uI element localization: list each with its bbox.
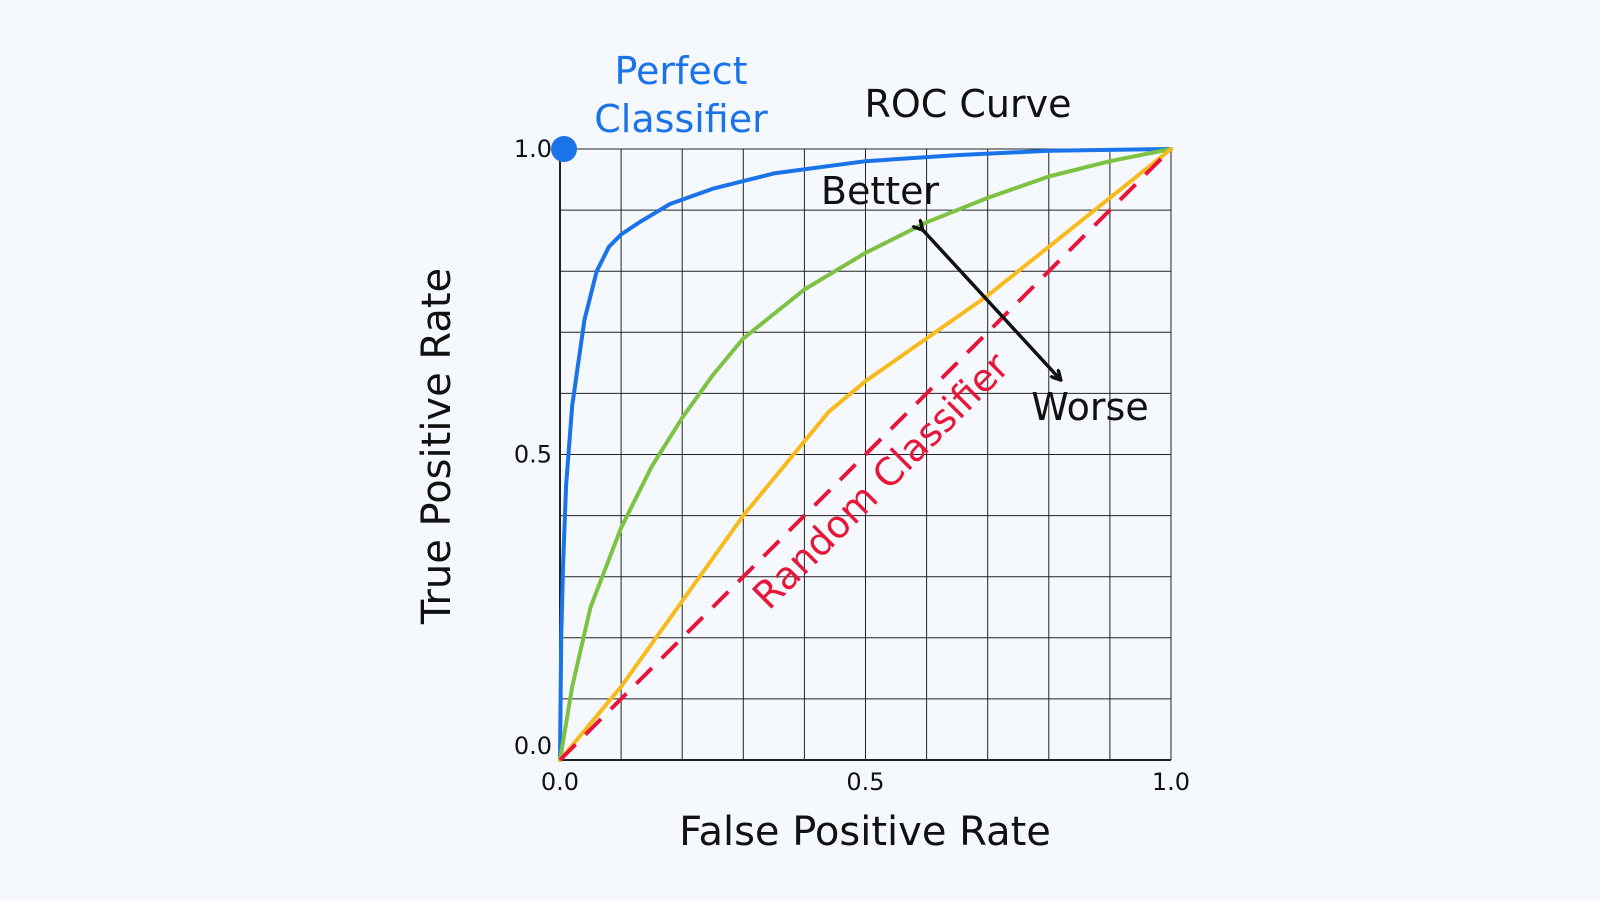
series-line-2: [558, 147, 1173, 762]
x-tick-label: 0.5: [846, 768, 884, 796]
x-tick-label: 1.0: [1152, 768, 1190, 796]
x-axis-title: False Positive Rate: [679, 809, 1051, 855]
series-line-1: [558, 147, 1173, 762]
y-axis-title: True Positive Rate: [414, 268, 460, 625]
x-tick-label: 0.0: [541, 768, 579, 796]
series-line-3: [558, 147, 1173, 762]
points: [551, 136, 577, 162]
better-worse-arrow: [920, 227, 1058, 377]
better-label: Better: [821, 169, 940, 213]
perfect-classifier-point: [551, 136, 577, 162]
series-line-0: [558, 147, 1173, 762]
tick-labels: 0.0 0.5 1.0 0.0 0.5 1.0: [514, 135, 1190, 796]
y-tick-label: 0.0: [514, 732, 552, 760]
y-tick-label: 0.5: [514, 441, 552, 469]
chart-title: ROC Curve: [864, 82, 1071, 126]
y-tick-label: 1.0: [514, 135, 552, 163]
series-lines: [558, 147, 1173, 762]
perfect-classifier-label-line1: Perfect: [614, 49, 747, 93]
perfect-classifier-label-line2: Classifier: [594, 97, 768, 141]
worse-label: Worse: [1031, 385, 1148, 429]
